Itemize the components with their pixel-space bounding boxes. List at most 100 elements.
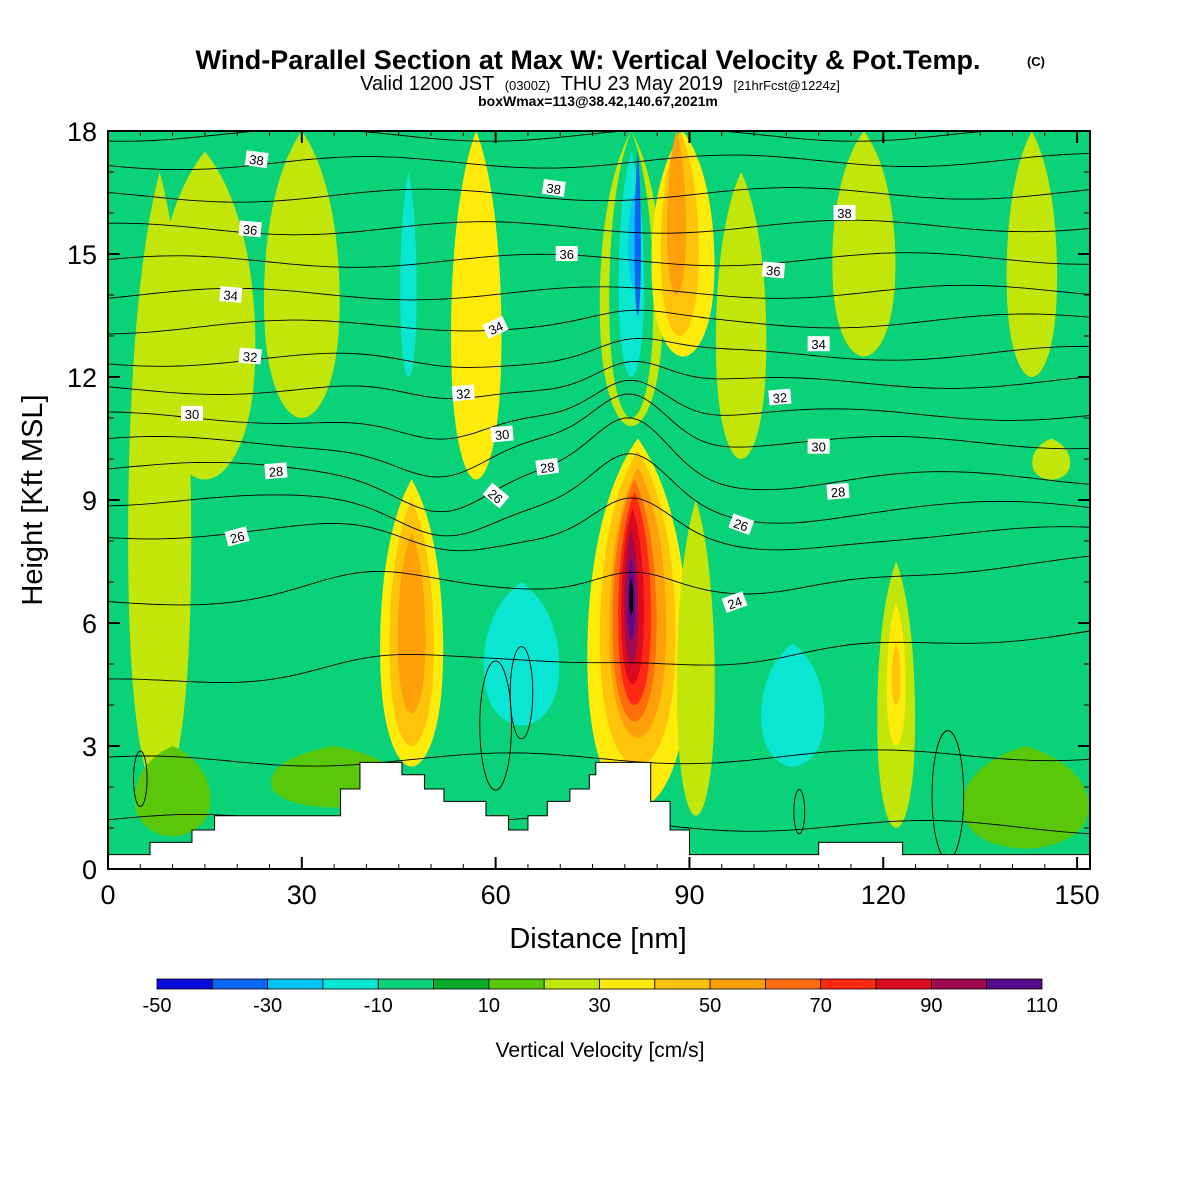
svg-text:30: 30	[185, 407, 199, 422]
theta-label: 26	[728, 513, 755, 535]
theta-contour-23	[108, 749, 1090, 767]
svg-text:30: 30	[811, 440, 825, 455]
y-tick-label: 3	[82, 732, 97, 762]
velocity-region-29	[891, 643, 901, 705]
svg-text:28: 28	[830, 484, 846, 500]
theta-contour-39	[108, 131, 1090, 142]
theta-label: 38	[541, 178, 566, 197]
colorbar-swatch	[488, 978, 545, 990]
colorbar-label: 30	[588, 995, 610, 1017]
y-tick-label: 6	[82, 609, 97, 639]
theta-contour-37	[108, 187, 1090, 203]
theta-label: 28	[535, 457, 560, 476]
colorbar-label: 10	[478, 995, 500, 1017]
colorbar-swatch	[654, 978, 711, 990]
theta-contour-33	[108, 309, 1090, 335]
svg-text:28: 28	[268, 464, 284, 480]
theta-contour-30	[108, 379, 1090, 440]
theta-contours	[108, 131, 1090, 861]
theta-label: 30	[180, 405, 203, 422]
plot-area: 24 26 26 26 28 28 28 30 30 30 32 32 32 34 34 34 36 36 36 38…	[108, 131, 1090, 869]
x-tick-label: 30	[287, 880, 317, 910]
velocity-region-23	[205, 602, 231, 644]
theta-label: 30	[490, 425, 514, 443]
theta-contour-32	[108, 337, 1090, 368]
theta-label: 34	[219, 286, 243, 304]
copyright-mark: (C)	[1027, 54, 1045, 69]
svg-text:26: 26	[228, 528, 246, 546]
theta-label: 28	[264, 462, 288, 480]
svg-text:36: 36	[242, 222, 258, 238]
colorbar-label: -10	[364, 995, 393, 1017]
y-tick-label: 18	[67, 117, 97, 147]
x-tick-label: 0	[100, 880, 115, 910]
velocity-region-25	[761, 643, 825, 767]
theta-label: 32	[238, 347, 262, 365]
velocity-field	[128, 131, 1089, 849]
svg-text:34: 34	[486, 318, 505, 338]
theta-contour-38	[108, 153, 1090, 171]
svg-text:38: 38	[837, 206, 851, 221]
velocity-region-21	[483, 582, 560, 726]
theta-contour-36	[108, 219, 1090, 236]
theta-cell-2	[509, 646, 534, 740]
chart-title: Wind-Parallel Section at Max W: Vertical…	[196, 45, 981, 75]
colorbar-swatch	[156, 978, 213, 990]
theta-contour-26	[108, 497, 1090, 552]
theta-contour-31	[108, 361, 1090, 400]
forecast-info: [21hrFcst@1224z]	[733, 78, 839, 93]
box-wmax-info: boxWmax=113@38.42,140.67,2021m	[478, 93, 718, 109]
theta-label: 30	[807, 438, 830, 455]
svg-text:24: 24	[725, 593, 744, 612]
theta-label: 38	[244, 150, 269, 169]
velocity-region-18	[667, 131, 686, 295]
theta-cell-0	[133, 750, 148, 807]
theta-label: 28	[826, 482, 850, 500]
svg-text:38: 38	[545, 180, 561, 197]
colorbar-swatch	[267, 978, 324, 990]
y-tick-label: 15	[67, 240, 97, 270]
colorbar: -50 -30 -10 10 30 50 70 90 110	[143, 978, 1058, 1017]
x-tick-label: 150	[1055, 880, 1100, 910]
colorbar-swatch	[709, 978, 766, 990]
theta-cell-1	[479, 660, 512, 791]
theta-contour-34	[108, 284, 1090, 301]
colorbar-label: -50	[143, 995, 172, 1017]
colorbar-swatch	[765, 978, 822, 990]
theta-contour-24	[108, 630, 1090, 683]
svg-text:38: 38	[248, 152, 264, 169]
theta-label: 32	[768, 388, 792, 406]
valid-date: THU 23 May 2019	[561, 73, 723, 95]
velocity-region-35	[397, 532, 426, 714]
velocity-region-30	[962, 746, 1089, 849]
velocity-region-44	[629, 577, 634, 615]
svg-text:34: 34	[223, 287, 239, 303]
colorbar-swatch	[930, 978, 988, 990]
svg-text:32: 32	[242, 349, 258, 365]
velocity-region-22	[296, 541, 372, 726]
velocity-region-31	[134, 746, 211, 837]
svg-text:28: 28	[539, 459, 555, 476]
x-tick-label: 90	[674, 880, 704, 910]
theta-label: 36	[238, 220, 262, 238]
svg-text:32: 32	[456, 386, 472, 402]
theta-label: 26	[482, 482, 510, 509]
theta-contour-25	[108, 555, 1090, 606]
colorbar-swatch	[599, 978, 656, 990]
velocity-region-45	[676, 500, 715, 816]
terrain	[108, 761, 1090, 869]
theta-label: 36	[555, 246, 578, 262]
colorbar-swatch	[875, 978, 932, 990]
colorbar-swatch	[377, 978, 434, 990]
colorbar-swatch	[211, 978, 269, 990]
valid-prefix: Valid 1200 JST	[360, 73, 494, 95]
velocity-region-4	[1006, 131, 1058, 377]
theta-label: 26	[224, 526, 250, 547]
theta-cell-3	[793, 789, 806, 835]
theta-label: 38	[833, 205, 856, 221]
velocity-region-9	[400, 172, 417, 377]
theta-label: 36	[761, 261, 786, 279]
y-tick-label: 12	[67, 363, 97, 393]
